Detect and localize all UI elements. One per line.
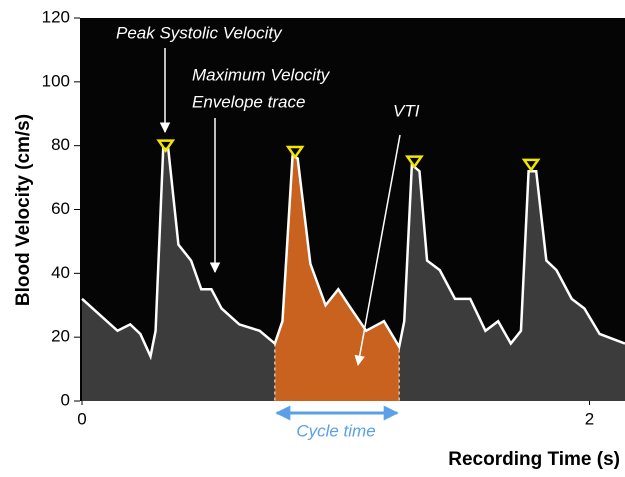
x-tick-label: 2 xyxy=(585,409,594,428)
annotation: Peak Systolic Velocity xyxy=(116,23,283,42)
y-tick-label: 40 xyxy=(51,263,70,282)
annotation: Cycle time xyxy=(296,421,375,440)
y-tick-label: 60 xyxy=(51,199,70,218)
y-tick-label: 120 xyxy=(42,7,70,26)
annotation: Maximum Velocity xyxy=(192,65,331,84)
annotation: Envelope trace xyxy=(192,92,305,111)
y-tick-label: 100 xyxy=(42,71,70,90)
y-tick-label: 80 xyxy=(51,135,70,154)
y-tick-label: 0 xyxy=(61,390,70,409)
x-axis-label: Recording Time (s) xyxy=(448,449,620,470)
x-tick-label: 0 xyxy=(77,409,86,428)
chart: Peak Systolic Velocity Maximum Velocity … xyxy=(0,0,625,472)
annotation: VTI xyxy=(393,101,420,120)
y-axis-label: Blood Velocity (cm/s) xyxy=(13,114,34,306)
y-tick-label: 20 xyxy=(51,327,70,346)
